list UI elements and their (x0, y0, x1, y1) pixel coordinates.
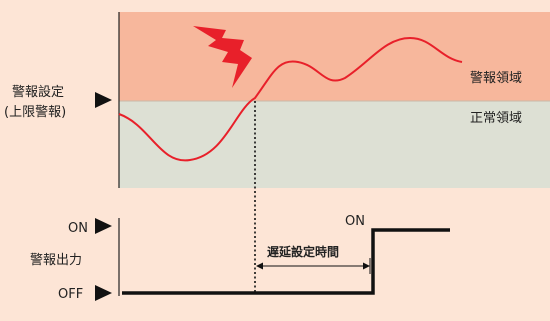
off-arrow-icon (95, 285, 112, 301)
setpoint-arrow-icon (95, 92, 112, 108)
process-value-curve (118, 36, 463, 162)
on-state-tag: ON (345, 214, 365, 229)
lightning-bolt-icon (193, 26, 252, 88)
normal-zone (119, 101, 550, 188)
off-level-label: OFF (58, 287, 83, 302)
alarm-zone (119, 12, 550, 101)
alarm-output-line (122, 228, 450, 295)
setpoint-label-line1: 警報設定 (12, 84, 64, 100)
on-level-label: ON (68, 221, 88, 236)
alarm-zone-label: 警報領域 (470, 70, 522, 86)
alarm-output-label: 警報出力 (30, 252, 82, 268)
on-arrow-icon (95, 218, 112, 234)
delay-arrow-right-head (363, 262, 370, 270)
delay-time-label: 遅延設定時間 (267, 244, 339, 259)
normal-zone-label: 正常領域 (470, 110, 522, 126)
setpoint-label-line2: (上限警報) (4, 104, 66, 120)
delay-arrow-left-head (256, 262, 263, 270)
